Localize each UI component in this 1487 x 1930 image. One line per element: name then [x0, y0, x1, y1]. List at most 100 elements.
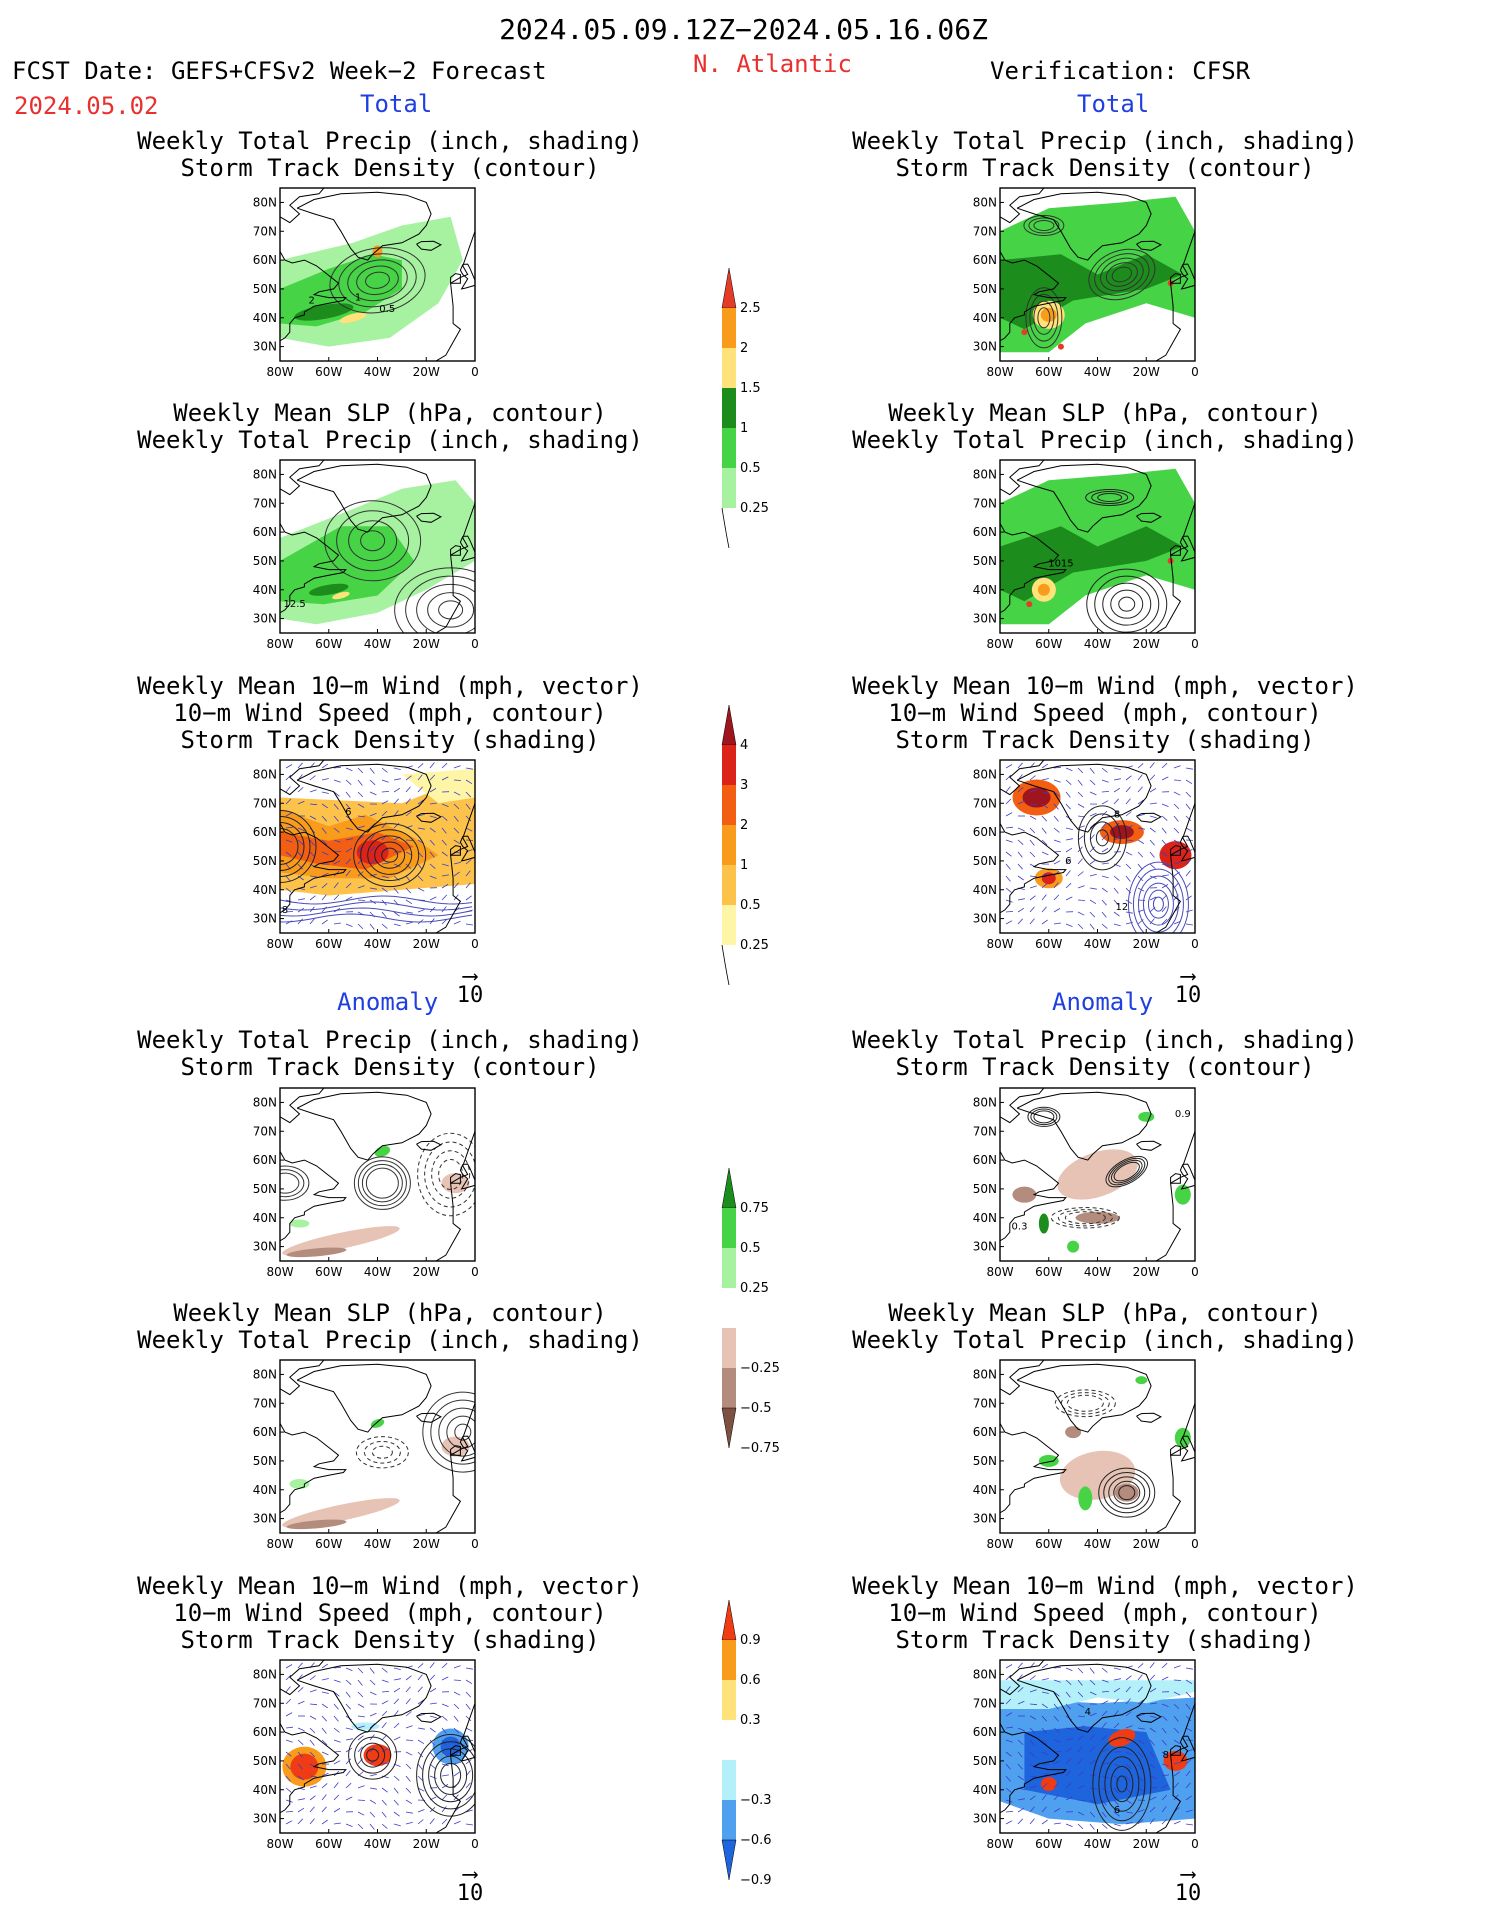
- colorbar-label: 0.6: [740, 1673, 761, 1688]
- lat-tick-label: 40N: [253, 1783, 277, 1797]
- lat-tick-label: 50N: [973, 1754, 997, 1768]
- lon-tick-label: 0: [1191, 1537, 1199, 1551]
- lon-tick-label: 80W: [986, 937, 1013, 951]
- lon-tick-label: 0: [1191, 365, 1199, 379]
- contour-label: 8: [1163, 1750, 1169, 1761]
- lat-tick-label: 30N: [253, 612, 277, 626]
- lon-tick-label: 20W: [1133, 937, 1160, 951]
- lat-tick-label: 40N: [973, 883, 997, 897]
- lon-tick-label: 20W: [413, 1837, 440, 1851]
- contour-label: 6: [1065, 856, 1071, 867]
- lon-tick-label: 20W: [1133, 365, 1160, 379]
- lon-tick-label: 80W: [266, 1265, 293, 1279]
- lon-tick-label: 20W: [413, 1537, 440, 1551]
- lon-tick-label: 60W: [1035, 637, 1062, 651]
- lon-tick-label: 40W: [1084, 937, 1111, 951]
- contour-label: 2: [309, 295, 315, 306]
- lon-tick-label: 80W: [986, 637, 1013, 651]
- lat-tick-label: 70N: [973, 496, 997, 510]
- lat-tick-label: 50N: [253, 1454, 277, 1468]
- lon-tick-label: 60W: [315, 1265, 342, 1279]
- colorbar-svg: 0.90.60.3−0.3−0.6−0.9: [722, 1600, 802, 1930]
- forecast-date-label: FCST Date: GEFS+CFSv2 Week−2 Forecast: [12, 59, 547, 83]
- lon-tick-label: 80W: [266, 1837, 293, 1851]
- lat-tick-label: 80N: [973, 1095, 997, 1109]
- vector-scale-right-anom: ⟶10: [1163, 1862, 1213, 1906]
- contour-label: 6: [1114, 1805, 1120, 1816]
- lon-tick-label: 40W: [364, 1837, 391, 1851]
- lat-tick-label: 30N: [973, 1812, 997, 1826]
- colorbar-label: −0.6: [740, 1833, 772, 1848]
- colorbar-label: 0.25: [740, 938, 769, 953]
- lon-tick-label: 40W: [364, 365, 391, 379]
- lon-tick-label: 60W: [1035, 1837, 1062, 1851]
- lon-tick-label: 40W: [364, 1265, 391, 1279]
- lon-tick-label: 40W: [364, 1537, 391, 1551]
- lon-tick-label: 40W: [364, 937, 391, 951]
- section-label-total-right: Total: [1077, 92, 1149, 116]
- lat-tick-label: 50N: [253, 1182, 277, 1196]
- lon-tick-label: 20W: [1133, 1837, 1160, 1851]
- panel-title-6: Weekly Mean 10−m Wind (mph, vector)10−m …: [815, 673, 1395, 754]
- colorbar-label: 0.75: [740, 1201, 769, 1216]
- lon-tick-label: 80W: [986, 1265, 1013, 1279]
- lat-tick-label: 70N: [973, 1124, 997, 1138]
- lat-tick-label: 60N: [253, 253, 277, 267]
- forecast-date-value: 2024.05.02: [14, 94, 159, 118]
- lat-tick-label: 80N: [973, 467, 997, 481]
- lat-tick-label: 80N: [253, 1367, 277, 1381]
- lat-tick-label: 40N: [253, 583, 277, 597]
- colorbar-label: 4: [740, 738, 748, 753]
- lat-tick-label: 80N: [973, 195, 997, 209]
- lat-tick-label: 50N: [973, 554, 997, 568]
- lat-tick-label: 40N: [253, 883, 277, 897]
- lon-tick-label: 0: [471, 1537, 479, 1551]
- lat-tick-label: 50N: [253, 1754, 277, 1768]
- lon-tick-label: 40W: [1084, 1837, 1111, 1851]
- lon-tick-label: 80W: [266, 937, 293, 951]
- lat-tick-label: 60N: [253, 525, 277, 539]
- lat-tick-label: 80N: [253, 195, 277, 209]
- lat-tick-label: 80N: [253, 1667, 277, 1681]
- lon-tick-label: 60W: [315, 1837, 342, 1851]
- lat-tick-label: 60N: [973, 1153, 997, 1167]
- panel-title-7: Weekly Total Precip (inch, shading)Storm…: [100, 1027, 680, 1081]
- lat-tick-label: 40N: [973, 311, 997, 325]
- lat-tick-label: 70N: [253, 1696, 277, 1710]
- lat-tick-label: 60N: [253, 825, 277, 839]
- lat-tick-label: 80N: [973, 1367, 997, 1381]
- colorbar-label: 1: [740, 858, 748, 873]
- lat-tick-label: 40N: [973, 583, 997, 597]
- contour-label: 0.3: [1012, 1221, 1028, 1232]
- lat-tick-label: 30N: [973, 340, 997, 354]
- vector-scale-right-total: ⟶10: [1163, 964, 1213, 1008]
- lat-tick-label: 70N: [253, 224, 277, 238]
- lat-tick-label: 60N: [973, 253, 997, 267]
- colorbar-label: 0.9: [740, 1633, 761, 1648]
- lat-tick-label: 40N: [253, 1483, 277, 1497]
- vector-scale-left-total: ⟶10: [445, 964, 495, 1008]
- colorbar-label: −0.9: [740, 1873, 772, 1888]
- period-title: 2024.05.09.12Z−2024.05.16.06Z: [0, 16, 1487, 44]
- colorbar-label: 2: [740, 341, 748, 356]
- lon-tick-label: 80W: [266, 1537, 293, 1551]
- lat-tick-label: 40N: [253, 311, 277, 325]
- lon-tick-label: 40W: [1084, 637, 1111, 651]
- lon-tick-label: 60W: [315, 937, 342, 951]
- lon-tick-label: 60W: [1035, 1265, 1062, 1279]
- lat-tick-label: 80N: [253, 467, 277, 481]
- lat-tick-label: 60N: [973, 825, 997, 839]
